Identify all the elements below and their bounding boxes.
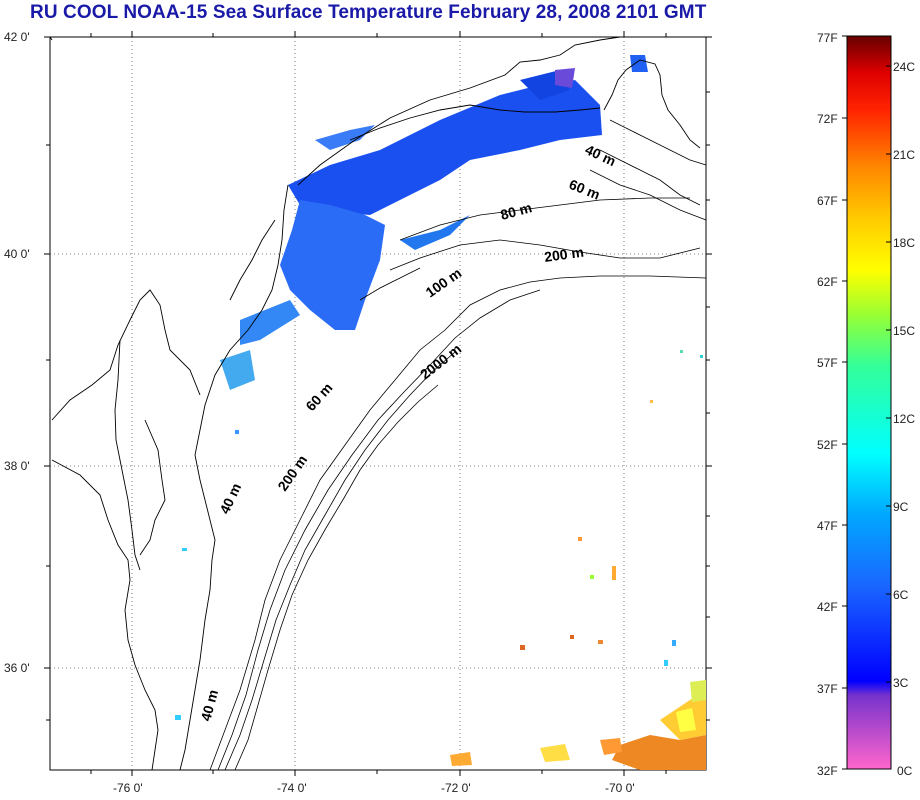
- isobath-label-200m-north: 200 m: [543, 244, 585, 265]
- map-title: RU COOL NOAA-15 Sea Surface Temperature …: [30, 2, 707, 23]
- coastlines: [49, 36, 701, 771]
- colorbar-c-12: 12C: [893, 412, 915, 426]
- colorbar-c-21: 21C: [893, 148, 915, 162]
- colorbar-c-15: 15C: [893, 324, 915, 338]
- lat-label-36: 36 0': [4, 661, 30, 675]
- colorbar-f-32: 32F: [817, 764, 838, 778]
- lon-label-70: -70 0': [605, 781, 635, 795]
- lat-label-38: 38 0': [4, 459, 30, 473]
- colorbar-f-37: 37F: [817, 682, 838, 696]
- isobath-contours: [209, 119, 707, 771]
- sst-warm-water: [450, 680, 706, 770]
- axis-ticks: [44, 31, 712, 776]
- colorbar-f-52: 52F: [817, 438, 838, 452]
- isobath-label-40m-south: 40 m: [197, 688, 221, 723]
- colorbar: [846, 35, 892, 770]
- colorbar-c-3: 3C: [893, 676, 909, 690]
- colorbar-f-47: 47F: [817, 519, 838, 533]
- colorbar-f-67: 67F: [817, 194, 838, 208]
- colorbar-f-77: 77F: [817, 31, 838, 45]
- map-frame: [49, 36, 707, 771]
- sst-cold-water: [220, 55, 648, 390]
- colorbar-c-24: 24C: [893, 60, 915, 74]
- colorbar-c-6: 6C: [893, 588, 909, 602]
- colorbar-f-62: 62F: [817, 275, 838, 289]
- lon-label-74: -74 0': [277, 781, 307, 795]
- colorbar-f-72: 72F: [817, 112, 838, 126]
- sst-speckles: [175, 350, 703, 720]
- isobath-label-80m: 80 m: [499, 199, 534, 223]
- lat-label-40: 40 0': [4, 247, 30, 261]
- colorbar-f-57: 57F: [817, 356, 838, 370]
- colorbar-ticks: [842, 35, 891, 770]
- lat-label-42: 42 0': [4, 30, 30, 44]
- lon-label-76: -76 0': [113, 781, 143, 795]
- colorbar-c-18: 18C: [893, 236, 915, 250]
- colorbar-c-9: 9C: [893, 500, 909, 514]
- colorbar-f-42: 42F: [817, 600, 838, 614]
- lon-label-72: -72 0': [441, 781, 471, 795]
- colorbar-c-0: 0C: [897, 764, 913, 778]
